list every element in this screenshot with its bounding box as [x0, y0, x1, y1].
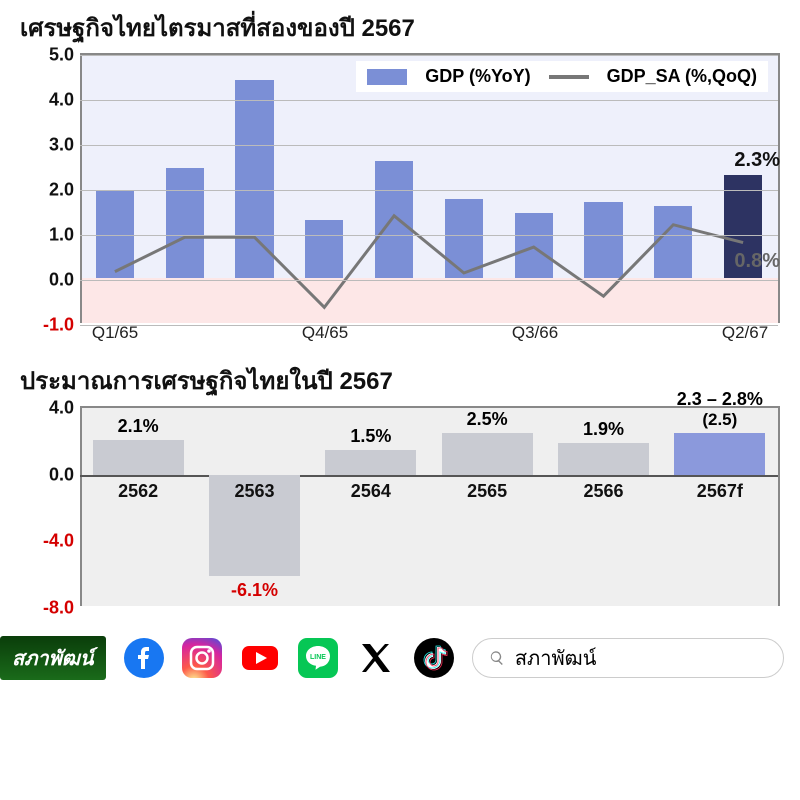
chart2-title: ประมาณการเศรษฐกิจไทยในปี 2567: [20, 361, 780, 400]
chart2-value-label: 1.5%: [350, 426, 391, 447]
chart2-value-label: 2.5%: [467, 409, 508, 430]
chart1-x-labels: Q1/65 Q4/65 Q3/66 Q2/67: [80, 323, 780, 349]
chart2-x-label: 2564: [351, 481, 391, 502]
chart1-gridline: [80, 145, 778, 146]
legend-line-swatch: [549, 75, 589, 79]
chart1-bar: [375, 161, 413, 278]
chart2-x-label: 2562: [118, 481, 158, 502]
chart2-y-label: -4.0: [30, 531, 74, 552]
line-icon[interactable]: LINE: [298, 638, 338, 678]
chart1-y-label: 4.0: [30, 90, 74, 111]
chart1-y-label: 2.0: [30, 180, 74, 201]
chart1-x-label: Q2/67: [722, 323, 768, 343]
chart1-plot-area: GDP (%YoY) GDP_SA (%,QoQ) 2.3% 0.8% -1.0…: [80, 53, 780, 323]
chart2-x-label: 2567f: [697, 481, 743, 502]
chart1-bar: [445, 199, 483, 278]
chart1-bar: [654, 206, 692, 278]
chart1-gridline: [80, 190, 778, 191]
chart2-panel: ประมาณการเศรษฐกิจไทยในปี 2567 -8.0-4.00.…: [0, 353, 800, 610]
chart2-bar: [325, 450, 416, 475]
chart2-y-label: 0.0: [30, 464, 74, 485]
chart2-x-label: 2566: [583, 481, 623, 502]
chart1-title: เศรษฐกิจไทยไตรมาสที่สองของปี 2567: [20, 8, 780, 47]
chart1-y-label: -1.0: [30, 315, 74, 336]
legend-bar-label: GDP (%YoY): [425, 66, 530, 87]
search-icon: [489, 649, 505, 667]
chart1-end-label-bar: 2.3%: [734, 149, 780, 172]
chart1-bar: [515, 213, 553, 278]
x-twitter-icon[interactable]: [356, 638, 396, 678]
svg-text:LINE: LINE: [310, 654, 326, 661]
chart1-y-label: 5.0: [30, 45, 74, 66]
chart1-bar: [305, 220, 343, 279]
chart2-bar: [674, 433, 765, 475]
chart2-y-label: 4.0: [30, 398, 74, 419]
chart1-bars: [80, 55, 778, 323]
chart2-x-label: 2565: [467, 481, 507, 502]
chart1-legend: GDP (%YoY) GDP_SA (%,QoQ): [356, 61, 768, 92]
chart1-bar: [166, 168, 204, 278]
legend-line-label: GDP_SA (%,QoQ): [607, 66, 757, 87]
chart1: GDP (%YoY) GDP_SA (%,QoQ) 2.3% 0.8% -1.0…: [20, 53, 780, 349]
facebook-icon[interactable]: [124, 638, 164, 678]
chart1-panel: เศรษฐกิจไทยไตรมาสที่สองของปี 2567 GDP (%…: [0, 0, 800, 353]
chart1-x-label: Q4/65: [302, 323, 348, 343]
chart1-bar: [235, 80, 273, 278]
chart2-value-label: 2.1%: [118, 416, 159, 437]
chart2-zero-line: [80, 475, 778, 477]
brand-logo: สภาพัฒน์: [0, 636, 106, 680]
legend-bar-swatch: [367, 69, 407, 85]
chart1-y-label: 1.0: [30, 225, 74, 246]
chart2-bar: [93, 440, 184, 475]
chart2-x-label: 2563: [234, 481, 274, 502]
chart2-bar: [442, 433, 533, 475]
footer-bar: สภาพัฒน์ LINE: [0, 630, 800, 686]
tiktok-icon[interactable]: [414, 638, 454, 678]
chart2-y-label: -8.0: [30, 598, 74, 619]
chart1-gridline: [80, 55, 778, 56]
chart1-y-label: 3.0: [30, 135, 74, 156]
instagram-icon[interactable]: [182, 638, 222, 678]
chart1-gridline: [80, 100, 778, 101]
search-box[interactable]: [472, 638, 784, 678]
chart1-bar: [584, 202, 622, 279]
chart1-x-label: Q1/65: [92, 323, 138, 343]
chart2-bar: [558, 443, 649, 475]
chart2-plot-area: -8.0-4.00.04.025622.1%2563-6.1%25641.5%2…: [80, 406, 780, 606]
chart1-gridline: [80, 235, 778, 236]
chart2-y-axis: [80, 408, 82, 606]
chart2-value-label: 2.3 – 2.8%(2.5): [677, 389, 763, 430]
chart1-y-label: 0.0: [30, 270, 74, 291]
chart2-value-label: -6.1%: [231, 580, 278, 601]
chart1-x-label: Q3/66: [512, 323, 558, 343]
chart1-end-label-line: 0.8%: [734, 250, 780, 273]
search-input[interactable]: [515, 647, 767, 670]
chart2-value-label: 1.9%: [583, 419, 624, 440]
chart1-gridline: [80, 280, 778, 281]
youtube-icon[interactable]: [240, 638, 280, 678]
